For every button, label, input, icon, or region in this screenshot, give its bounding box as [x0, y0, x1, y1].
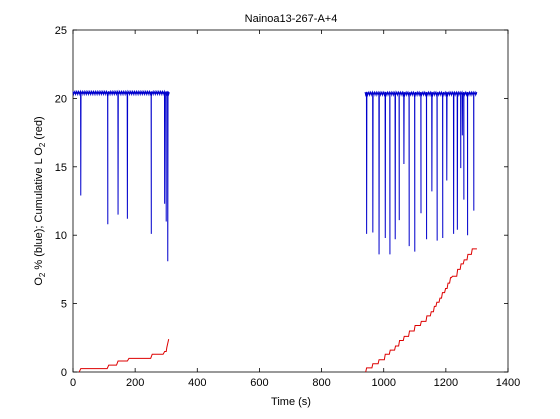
x-axis: 0 200 400 600 800 1000 1200 1400: [70, 30, 520, 389]
cumulative-series-line: [78, 248, 477, 373]
y-axis-label: O2 % (blue); Cumulative L O2 (red): [33, 116, 47, 285]
x-tick-label: 600: [250, 377, 268, 389]
chart-title: Nainoa13-267-A+4: [245, 13, 338, 25]
x-tick-label: 800: [312, 377, 330, 389]
x-tick-label: 400: [188, 377, 206, 389]
x-tick-label: 0: [70, 377, 76, 389]
x-tick-label: 1200: [434, 377, 458, 389]
plot-area: [72, 29, 509, 373]
y-tick-label: 20: [55, 93, 67, 105]
y-tick-label: 10: [55, 230, 67, 242]
x-axis-label: Time (s): [271, 396, 311, 408]
y-axis-label-part: % (blue); Cumulative L O: [33, 147, 45, 273]
x-tick-label: 200: [126, 377, 144, 389]
y-axis-label-subscript: 2: [38, 272, 47, 277]
y-axis: 0 5 10 15 20 25: [55, 25, 508, 379]
x-tick-label: 1400: [496, 377, 520, 389]
axes-box: [72, 29, 509, 373]
x-tick-label: 1000: [371, 377, 395, 389]
y-tick-label: 15: [55, 162, 67, 174]
y-axis-label-part: O: [33, 277, 45, 286]
y-tick-label: 5: [61, 299, 67, 311]
y-tick-label: 25: [55, 25, 67, 37]
y-tick-label: 0: [61, 367, 67, 379]
y-axis-label-part: (red): [33, 116, 45, 142]
y-axis-label-subscript: 2: [38, 142, 47, 147]
